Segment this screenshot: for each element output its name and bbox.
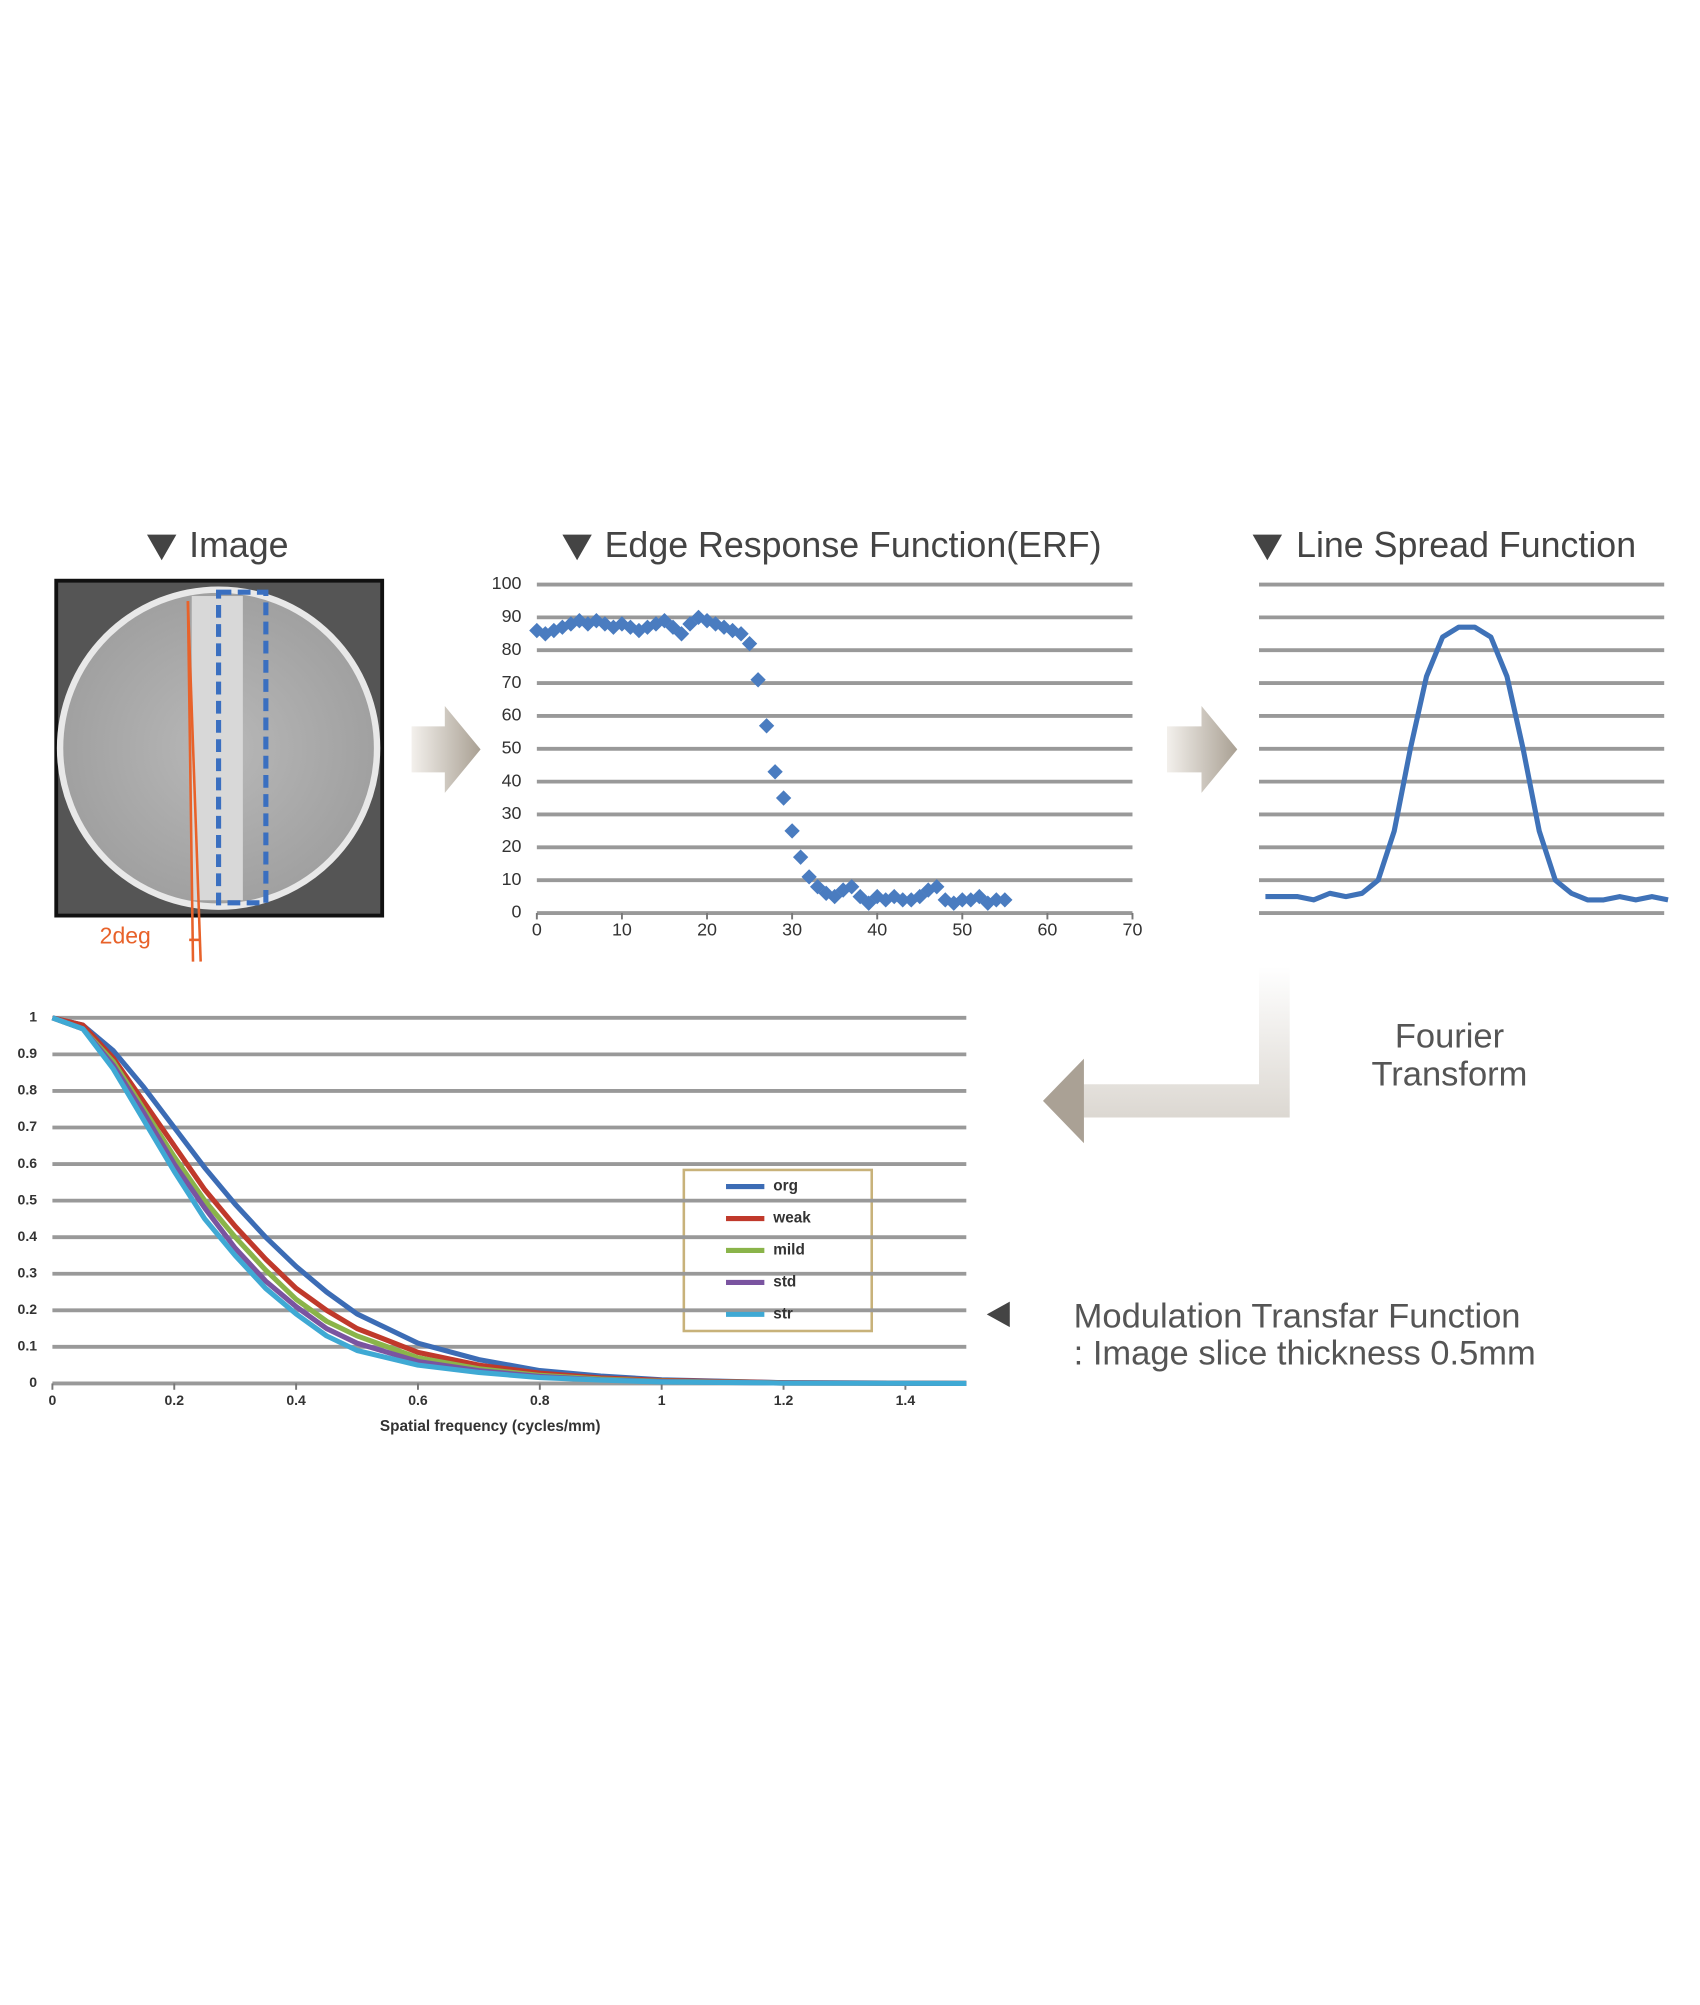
- x-tick-label: 1: [658, 1392, 666, 1408]
- y-tick-label: 0.2: [18, 1301, 38, 1317]
- image-heading: Image: [189, 525, 288, 565]
- x-tick-label: 0.4: [286, 1392, 306, 1408]
- point: [988, 892, 1005, 908]
- y-tick-label: 50: [502, 737, 522, 757]
- legend-label: weak: [772, 1210, 811, 1227]
- y-tick-label: 90: [502, 606, 522, 626]
- y-tick-label: 30: [502, 803, 522, 823]
- y-tick-label: 20: [502, 836, 522, 856]
- x-tick-label: 70: [1123, 920, 1143, 940]
- point: [750, 672, 766, 688]
- legend-label: mild: [773, 1242, 805, 1259]
- chart-title: Edge Response Function(ERF): [605, 525, 1102, 565]
- y-tick-label: 0.6: [18, 1155, 38, 1171]
- y-tick-label: 0.3: [18, 1264, 38, 1280]
- ct-image: [54, 578, 385, 962]
- x-tick-label: 0: [532, 920, 542, 940]
- y-tick-label: 0.5: [18, 1191, 38, 1207]
- x-tick-label: 1.4: [896, 1392, 916, 1408]
- heading-marker: [1252, 534, 1283, 561]
- x-tick-label: 1.2: [774, 1392, 794, 1408]
- point: [895, 892, 911, 908]
- x-tick-label: 0.6: [408, 1392, 428, 1408]
- legend-label: str: [773, 1305, 793, 1322]
- y-tick-label: 0.1: [18, 1338, 38, 1354]
- y-tick-label: 0: [512, 902, 522, 922]
- flow-arrow: [1166, 705, 1238, 793]
- line: [1265, 624, 1669, 903]
- point: [733, 626, 749, 642]
- angle-label: 2deg: [100, 922, 151, 948]
- point: [844, 879, 860, 895]
- x-tick-label: 0.8: [530, 1392, 550, 1408]
- x-tick-label: 40: [867, 920, 887, 940]
- point: [997, 892, 1013, 908]
- heading-marker: [146, 534, 177, 561]
- y-tick-label: 1: [29, 1009, 37, 1025]
- y-tick-label: 100: [492, 573, 522, 593]
- point: [673, 626, 690, 642]
- x-tick-label: 20: [697, 920, 717, 940]
- y-tick-label: 0.4: [18, 1228, 38, 1244]
- flow-arrow: [411, 705, 481, 793]
- lsf-grid: [1259, 582, 1665, 915]
- x-tick-label: 10: [612, 920, 632, 940]
- point: [741, 635, 758, 652]
- point: [801, 869, 817, 885]
- point: [929, 879, 945, 895]
- flow-arrow: [1043, 1058, 1084, 1144]
- point: [767, 764, 783, 780]
- point: [571, 612, 588, 629]
- y-tick-label: 0.8: [18, 1082, 38, 1098]
- y-tick-label: 70: [502, 672, 522, 692]
- transform-label: Fourier: [1395, 1017, 1504, 1055]
- x-tick-label: 0: [48, 1392, 56, 1408]
- mtf-caption: : Image slice thickness 0.5mm: [1074, 1334, 1536, 1372]
- pointer: [986, 1301, 1010, 1328]
- y-tick-label: 0.9: [18, 1045, 38, 1061]
- y-tick-label: 0: [29, 1374, 37, 1390]
- chart-title: Line Spread Function: [1296, 525, 1636, 565]
- point: [784, 823, 800, 839]
- transform-label: Transform: [1372, 1056, 1528, 1094]
- x-tick-label: 50: [952, 920, 972, 940]
- point: [758, 718, 775, 734]
- legend-label: std: [773, 1273, 796, 1290]
- series-line: [51, 1015, 967, 1386]
- x-tick-label: 30: [782, 920, 802, 940]
- point: [792, 849, 809, 865]
- x-tick-label: 60: [1037, 920, 1057, 940]
- y-tick-label: 10: [502, 869, 522, 889]
- legend-label: org: [773, 1178, 798, 1195]
- x-tick-label: 0.2: [164, 1392, 184, 1408]
- x-axis-label: Spatial frequency (cycles/mm): [380, 1418, 601, 1435]
- y-tick-label: 40: [502, 770, 522, 790]
- mtf-caption: Modulation Transfar Function: [1074, 1297, 1521, 1335]
- legend-box: [682, 1168, 874, 1333]
- flow-arrow: [1043, 966, 1290, 1144]
- heading-marker: [562, 534, 592, 561]
- y-tick-label: 80: [502, 639, 522, 659]
- y-tick-label: 60: [502, 705, 522, 725]
- y-tick-label: 0.7: [18, 1118, 38, 1134]
- point: [775, 790, 792, 806]
- point: [954, 892, 970, 908]
